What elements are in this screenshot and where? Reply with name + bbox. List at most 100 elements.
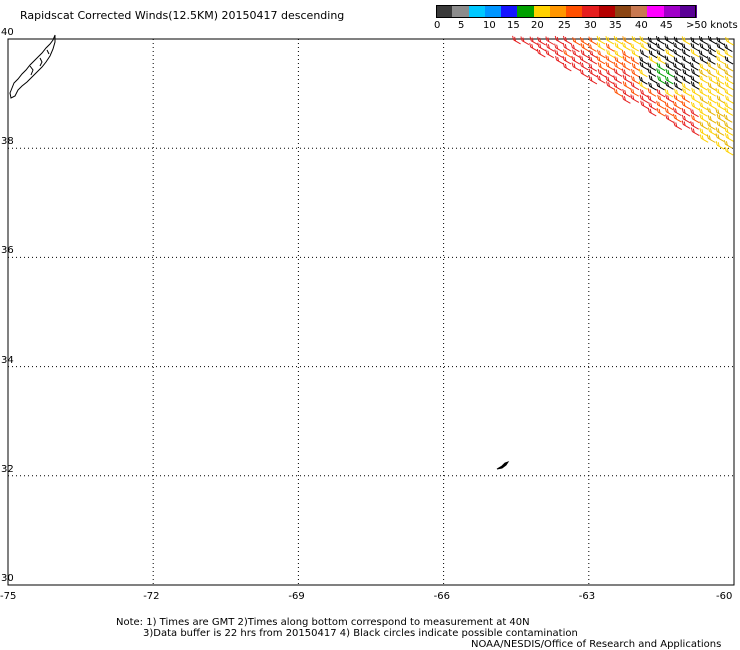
wind-barb — [664, 43, 674, 52]
wind-barb — [536, 48, 546, 58]
wind-barb — [699, 74, 708, 84]
wind-barb — [690, 36, 700, 46]
wind-barb — [579, 61, 589, 71]
wind-barb — [597, 62, 607, 71]
credit-line: NOAA/NESDIS/Office of Research and Appli… — [471, 639, 722, 650]
wind-barb — [639, 49, 649, 58]
colorbar-segment — [517, 5, 534, 18]
wind-barb — [681, 94, 691, 103]
wind-barb — [706, 68, 716, 78]
wind-barb — [716, 55, 725, 65]
wind-barb — [716, 101, 726, 111]
latitude-label: 38 — [1, 136, 14, 148]
wind-barb — [563, 49, 572, 58]
wind-barb — [672, 62, 682, 71]
wind-barb — [613, 62, 623, 71]
wind-barb — [724, 146, 734, 156]
colorbar-segment — [436, 5, 453, 18]
wind-barb — [724, 49, 733, 58]
wind-barb — [681, 120, 691, 129]
wind-barb — [605, 61, 615, 71]
latitude-label: 32 — [1, 463, 14, 475]
colorbar-label: 40 — [635, 20, 648, 31]
wind-barb — [656, 55, 666, 65]
wind-barb — [597, 69, 607, 78]
wind-barb — [682, 87, 691, 97]
wind-barb — [639, 94, 649, 104]
wind-barb — [715, 108, 725, 117]
wind-barb — [657, 75, 666, 85]
wind-barb — [529, 42, 538, 52]
wind-barb — [715, 69, 725, 78]
latitude-label: 40 — [1, 27, 14, 38]
wind-barb — [707, 49, 717, 58]
wind-barb — [681, 82, 691, 92]
us-coastline — [9, 34, 56, 99]
colorbar-segment — [631, 5, 648, 18]
longitude-label: -75 — [0, 591, 17, 602]
wind-barb — [681, 55, 691, 65]
wind-barb — [554, 43, 563, 53]
wind-barb — [640, 89, 649, 98]
colorbar-label: >50 knots — [686, 20, 738, 31]
wind-barb — [545, 36, 555, 45]
wind-barb — [630, 88, 640, 97]
colorbar-segment — [533, 5, 551, 18]
wind-barb — [708, 75, 717, 85]
wind-barb — [605, 69, 615, 78]
wind-barb — [589, 49, 598, 59]
wind-barb — [673, 94, 683, 104]
wind-barb — [724, 88, 733, 97]
wind-barb — [596, 75, 606, 84]
wind-barb — [690, 68, 700, 78]
colorbar-segment — [566, 5, 583, 18]
colorbar-segment — [549, 5, 567, 18]
wind-barb — [630, 75, 640, 85]
wind-barb — [664, 75, 674, 85]
wind-barb — [716, 95, 726, 104]
wind-barb — [640, 42, 649, 51]
wind-barb — [716, 42, 725, 52]
wind-barb — [689, 62, 699, 71]
longitude-label: -63 — [578, 591, 596, 602]
wind-barb — [648, 49, 658, 59]
wind-barb — [529, 36, 539, 46]
wind-barb — [706, 56, 716, 65]
wind-barb — [579, 55, 589, 64]
wind-barb — [555, 55, 564, 65]
longitude-label: -66 — [433, 591, 450, 602]
colorbar-segment — [501, 5, 518, 18]
wind-barb — [698, 88, 708, 97]
wind-barb — [614, 56, 624, 65]
colorbar-label: 10 — [483, 20, 496, 31]
wind-barb — [699, 134, 709, 143]
wind-barb — [724, 121, 733, 130]
wind-barb — [673, 56, 683, 66]
wind-barb — [622, 74, 632, 84]
wind-barb — [665, 81, 674, 90]
wind-barb — [698, 49, 708, 59]
wind-barb — [723, 140, 733, 149]
wind-barb — [690, 94, 700, 103]
wind-barb — [647, 95, 657, 104]
wind-barb — [698, 36, 708, 45]
colorbar-label: 5 — [458, 20, 465, 31]
wind-barb — [537, 36, 546, 46]
wind-barb — [587, 43, 597, 52]
wind-barb — [698, 108, 708, 117]
latitude-label: 36 — [1, 245, 14, 257]
wind-barb — [690, 127, 700, 136]
wind-barb — [715, 133, 725, 142]
wind-barb — [665, 62, 674, 71]
wind-barb — [707, 82, 717, 91]
wind-barb — [699, 63, 709, 72]
wind-barb — [681, 42, 691, 52]
wind-barb — [631, 62, 641, 72]
wind-barb — [613, 82, 623, 91]
latitude-label: 30 — [1, 573, 14, 584]
note-line-2: 3)Data buffer is 22 hrs from 20150417 4)… — [143, 628, 578, 639]
wind-barb — [588, 75, 598, 85]
wind-barb — [656, 88, 666, 98]
wind-barb — [639, 61, 649, 71]
wind-barb — [716, 81, 726, 91]
